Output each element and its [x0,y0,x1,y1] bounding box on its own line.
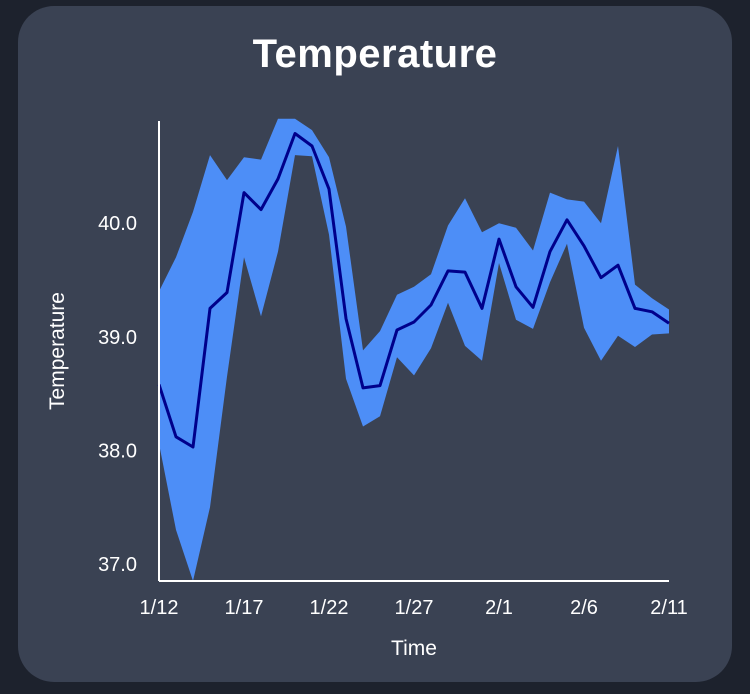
y-tick-label: 40.0 [98,213,137,235]
y-axis-title: Temperature [46,292,69,410]
y-tick-label: 37.0 [98,554,137,576]
x-tick-label: 1/12 [140,597,179,619]
chart-title: Temperature [252,32,498,76]
y-tick-label: 39.0 [98,327,137,349]
series-line-layer [157,132,670,449]
x-tick-labels: 1/12 1/17 1/22 1/27 2/1 2/6 2/11 [140,597,688,619]
y-tick-labels: 37.0 38.0 39.0 40.0 [98,213,137,576]
y-tick-label: 38.0 [98,440,137,462]
x-tick-label: 1/17 [225,597,264,619]
x-tick-label: 2/11 [650,597,687,619]
x-tick-label: 2/1 [485,597,513,619]
x-tick-label: 1/22 [310,597,349,619]
confidence-band [159,118,669,581]
confidence-band-layer [159,118,669,581]
x-tick-label: 1/27 [395,597,434,619]
x-tick-label: 2/6 [570,597,598,619]
series-line [157,132,670,449]
x-axis-title: Time [391,637,437,660]
